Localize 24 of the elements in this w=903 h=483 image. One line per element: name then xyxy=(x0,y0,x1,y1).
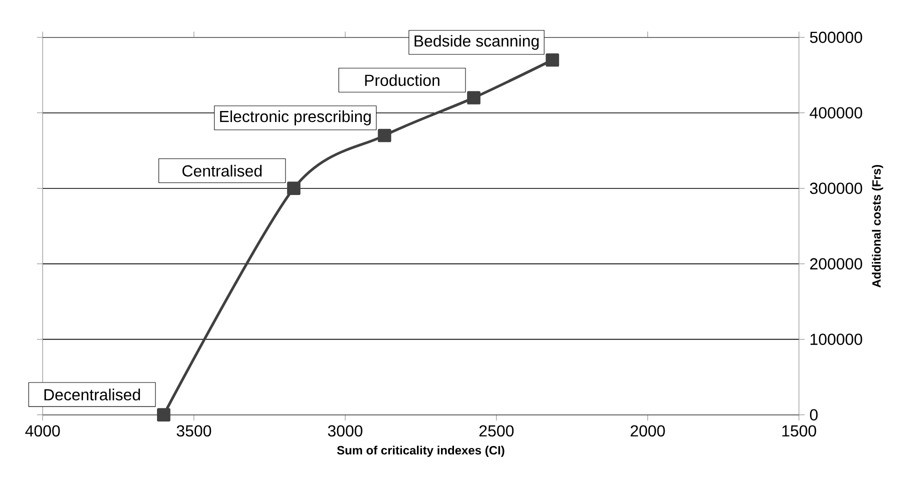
y-tick-label: 100000 xyxy=(810,334,862,346)
annotation: Bedside scanning xyxy=(414,35,539,50)
x-tick-label: 4000 xyxy=(25,425,60,437)
annotation: Centralised xyxy=(182,164,262,177)
point xyxy=(467,91,480,104)
x-tick-label: 3000 xyxy=(328,425,362,437)
y-tick-label: 500000 xyxy=(810,32,862,44)
point xyxy=(157,408,170,422)
x-tick-label: 2000 xyxy=(630,425,665,437)
annotation: Production xyxy=(365,74,440,86)
point xyxy=(287,182,300,196)
y-tick-label: 0 xyxy=(810,409,818,421)
y-tick-label: 400000 xyxy=(810,107,862,119)
x-tick-label: 1500 xyxy=(782,425,816,437)
annotation: Decentralised xyxy=(44,388,140,400)
x-tick-label: 2500 xyxy=(479,425,514,437)
x-tick-label: 3500 xyxy=(176,425,212,437)
y-axis-title: Additional costs (Frs) xyxy=(872,165,884,288)
y-tick-label: 300000 xyxy=(810,182,862,194)
x-axis-title: Sum of criticality indexes (CI) xyxy=(337,446,504,457)
point xyxy=(546,53,560,67)
annotation: Electronic prescribing xyxy=(220,110,371,126)
y-tick-label: 200000 xyxy=(810,258,862,270)
point xyxy=(378,128,392,142)
